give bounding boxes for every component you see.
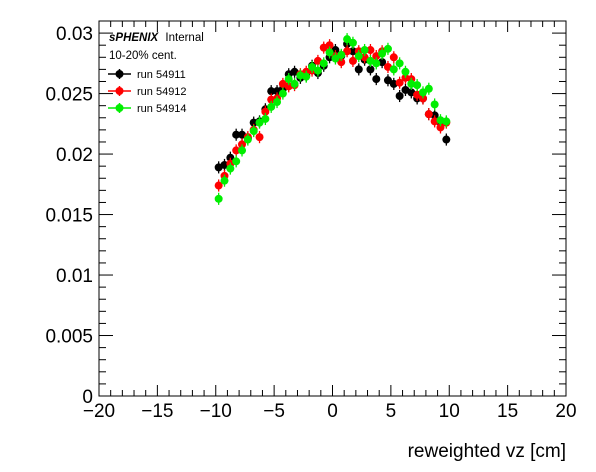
data-point	[267, 87, 276, 96]
data-point	[325, 41, 334, 50]
legend-entry: run 54911	[108, 69, 186, 81]
series-run-54914	[214, 33, 451, 205]
legend-label: run 54914	[137, 103, 187, 115]
x-tick-label: −20	[83, 401, 115, 422]
data-point	[348, 47, 357, 56]
legend-marker	[115, 104, 124, 112]
data-point	[238, 146, 247, 155]
data-point	[255, 133, 264, 142]
data-point	[348, 38, 357, 47]
data-point	[302, 72, 311, 81]
data-point	[261, 114, 270, 123]
data-point	[383, 76, 392, 85]
data-point	[214, 181, 223, 190]
legend: sPHENIX Internal 10-20% cent. run 54911r…	[108, 32, 204, 115]
legend-entry: run 54914	[108, 103, 187, 115]
data-point	[343, 35, 352, 44]
legend-title: sPHENIX Internal	[109, 32, 204, 44]
data-point	[354, 52, 363, 61]
data-point	[418, 88, 427, 97]
data-point	[366, 65, 375, 74]
data-point	[319, 59, 328, 68]
centrality-label: 10-20% cent.	[109, 50, 177, 62]
data-point	[273, 98, 282, 107]
y-tick-label: 0.01	[56, 266, 93, 287]
data-point	[214, 194, 223, 203]
data-point	[232, 146, 241, 155]
x-tick-label: −5	[263, 401, 285, 422]
legend-label: run 54911	[137, 69, 186, 81]
x-axis-title: reweighted vz [cm]	[408, 441, 566, 462]
data-point	[226, 164, 235, 173]
data-point	[372, 59, 381, 68]
legend-label: run 54912	[137, 86, 187, 98]
y-tick-label: 0	[82, 387, 93, 408]
data-point	[249, 127, 258, 136]
data-point	[232, 157, 241, 166]
data-point	[261, 107, 270, 116]
data-point	[395, 78, 404, 87]
status-label: Internal	[165, 32, 203, 44]
data-point	[243, 135, 252, 144]
data-point	[284, 75, 293, 84]
x-tick-label: 10	[439, 401, 460, 422]
data-point	[442, 117, 451, 126]
x-tick-label: 0	[327, 401, 338, 422]
data-point	[372, 75, 381, 84]
data-point	[343, 47, 352, 56]
data-point	[278, 89, 287, 98]
data-point	[366, 46, 375, 55]
data-point	[267, 102, 276, 111]
legend-marker	[115, 87, 124, 95]
data-point	[232, 130, 241, 139]
data-point	[313, 66, 322, 75]
data-point	[389, 53, 398, 62]
y-tick-label: 0.025	[45, 85, 93, 106]
experiment-label: sPHENIX	[109, 32, 160, 44]
data-point	[337, 58, 346, 67]
data-point	[383, 44, 392, 53]
legend-entry: run 54912	[108, 86, 187, 98]
data-point	[325, 48, 334, 57]
legend-entries: run 54911 run 54912 run 54914	[108, 69, 187, 115]
data-point	[413, 81, 422, 90]
x-tick-label: 20	[555, 401, 576, 422]
data-point	[348, 56, 357, 65]
x-tick-label: 5	[386, 401, 397, 422]
data-point	[255, 118, 264, 127]
x-tick-label: 15	[497, 401, 518, 422]
data-point	[360, 46, 369, 55]
data-point	[424, 84, 433, 93]
data-point	[389, 65, 398, 74]
data-point	[308, 62, 317, 71]
data-point	[354, 65, 363, 74]
data-point	[430, 100, 439, 109]
data-point	[331, 54, 340, 63]
data-point	[220, 176, 229, 185]
legend-marker	[115, 70, 124, 78]
data-point	[401, 67, 410, 76]
y-tick-label: 0.02	[56, 145, 93, 166]
y-tick-label: 0.005	[45, 327, 93, 348]
axes: −20 −15 −10 −5 0 5 10 15 20 0 0.005 0.01 0.015 0.02 0.…	[45, 20, 577, 422]
data-point	[290, 79, 299, 88]
data-point	[395, 92, 404, 100]
x-tick-label: −10	[200, 401, 232, 422]
data-point	[442, 135, 451, 144]
data-point	[378, 49, 387, 58]
data-point	[436, 123, 445, 132]
y-tick-label: 0.03	[56, 24, 93, 45]
data-point	[395, 59, 404, 68]
y-tick-label: 0.015	[45, 206, 93, 227]
data-points	[214, 33, 451, 205]
x-tick-label: −15	[141, 401, 173, 422]
data-point	[424, 110, 433, 119]
data-point	[337, 50, 346, 59]
